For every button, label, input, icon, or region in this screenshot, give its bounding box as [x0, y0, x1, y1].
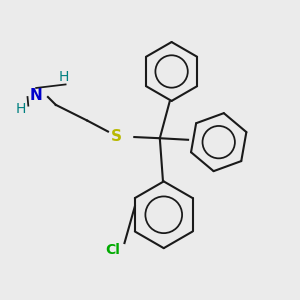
Text: H: H [15, 102, 26, 116]
Text: S: S [111, 129, 122, 144]
Text: N: N [30, 88, 43, 103]
Text: Cl: Cl [105, 243, 120, 257]
Text: H: H [58, 70, 69, 84]
